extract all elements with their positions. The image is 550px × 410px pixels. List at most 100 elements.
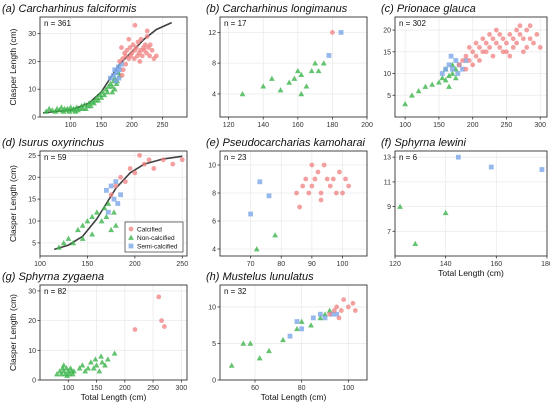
- data-point-non-calcified: [422, 83, 429, 89]
- data-point-calcified: [309, 162, 315, 168]
- data-point-calcified: [127, 166, 133, 171]
- x-tick-label: 100: [62, 385, 74, 392]
- x-tick-label: 250: [501, 122, 513, 129]
- data-point-non-calcified: [228, 362, 235, 368]
- data-point-non-calcified: [89, 231, 96, 237]
- data-point-non-calcified: [415, 88, 422, 94]
- y-tick-label: 0: [32, 115, 36, 122]
- x-tick-label: 300: [176, 385, 188, 392]
- data-point-non-calcified: [312, 60, 319, 66]
- data-point-calcified: [300, 183, 306, 189]
- data-point-calcified: [510, 36, 516, 42]
- data-point-calcified: [487, 45, 492, 50]
- data-point-semi-calcified: [448, 53, 454, 59]
- x-axis-label: Total Length (cm): [438, 268, 504, 278]
- legend-label: Calcified: [137, 226, 162, 233]
- data-point-calcified: [346, 183, 352, 189]
- data-point-calcified: [132, 170, 138, 176]
- data-point-semi-calcified: [266, 193, 272, 199]
- data-point-non-calcified: [111, 209, 117, 215]
- data-point-calcified: [456, 62, 462, 68]
- data-point-non-calcified: [397, 203, 403, 209]
- data-point-calcified: [131, 56, 137, 62]
- panel-frame: [39, 284, 188, 381]
- data-point-semi-calcified: [455, 154, 461, 160]
- data-point-non-calcified: [298, 71, 305, 78]
- panel-frame: [219, 284, 368, 381]
- sample-size-label: n = 82: [44, 287, 67, 296]
- data-point-non-calcified: [104, 89, 111, 95]
- data-point-calcified: [520, 49, 526, 55]
- panel: 100 150 200 250 300 0 10 20 30 (g) Sphyrna zygaen…: [2, 271, 188, 402]
- data-point-non-calcified: [85, 365, 91, 371]
- data-point-calcified: [500, 36, 506, 42]
- y-tick-label: 5: [32, 240, 36, 247]
- data-point-semi-calcified: [450, 66, 455, 72]
- legend-label: Semi-calcified: [137, 243, 178, 250]
- data-point-non-calcified: [66, 108, 73, 114]
- data-point-semi-calcified: [108, 75, 113, 81]
- data-point-non-calcified: [315, 67, 322, 74]
- data-point-non-calcified: [69, 371, 76, 377]
- data-point-non-calcified: [99, 359, 106, 365]
- data-point-calcified: [466, 58, 472, 63]
- y-tick-label: 8: [212, 61, 216, 68]
- data-point-non-calcified: [104, 356, 111, 362]
- data-point-calcified: [460, 58, 465, 63]
- data-point-non-calcified: [113, 80, 120, 86]
- data-point-semi-calcified: [108, 183, 114, 189]
- data-point-non-calcified: [291, 75, 298, 81]
- data-point-calcified: [141, 161, 147, 167]
- x-tick-label: 150: [433, 122, 445, 129]
- panel-frame: [394, 16, 548, 118]
- data-point-non-calcified: [112, 222, 119, 228]
- data-point-non-calcified: [294, 67, 301, 74]
- data-point-calcified: [119, 72, 125, 78]
- data-point-calcified: [147, 42, 153, 48]
- data-point-calcified: [137, 152, 142, 158]
- data-point-non-calcified: [98, 353, 104, 359]
- data-point-calcified: [144, 28, 150, 34]
- data-point-calcified: [504, 40, 509, 46]
- data-point-semi-calcified: [322, 315, 328, 321]
- y-tick-label: 10: [208, 163, 216, 170]
- x-tick-label: 250: [157, 122, 169, 129]
- x-tick-label: 120: [389, 261, 401, 268]
- panel-title: (f) Sphyrna lewini: [381, 137, 467, 149]
- data-point-semi-calcified: [488, 164, 494, 170]
- x-tick-label: 180: [541, 261, 550, 268]
- data-point-non-calcified: [65, 235, 72, 241]
- data-point-non-calcified: [76, 365, 83, 371]
- data-point-non-calcified: [412, 240, 419, 246]
- y-axis-label: Clasper Length (cm): [8, 165, 18, 242]
- data-point-non-calcified: [56, 244, 62, 250]
- data-point-calcified: [153, 53, 159, 59]
- x-tick-label: 140: [440, 261, 452, 268]
- data-point-non-calcified: [87, 102, 94, 109]
- data-point-calcified: [338, 308, 344, 313]
- data-point-calcified: [119, 45, 124, 50]
- data-point-non-calcified: [101, 204, 108, 211]
- panel: 100 150 200 250 300 5 10 15 20 (c) Prionace glauc…: [381, 3, 548, 129]
- sample-size-label: n = 59: [44, 153, 67, 162]
- data-point-calcified: [470, 49, 476, 55]
- data-point-calcified: [318, 190, 324, 196]
- panel: 100 150 200 250 5 10 15 20 25 (d) Isurus oxyrinch…: [2, 137, 188, 268]
- data-point-non-calcified: [294, 325, 300, 332]
- data-point-calcified: [527, 36, 533, 42]
- data-point-calcified: [477, 45, 482, 50]
- data-point-semi-calcified: [294, 319, 300, 324]
- data-point-calcified: [537, 45, 543, 50]
- data-point-non-calcified: [402, 101, 409, 107]
- panel-title: (h) Mustelus lunulatus: [206, 271, 314, 283]
- data-point-non-calcified: [108, 226, 115, 233]
- y-tick-label: 30: [28, 288, 36, 295]
- data-point-non-calcified: [109, 83, 116, 89]
- data-point-calcified: [514, 27, 519, 33]
- data-point-non-calcified: [60, 239, 67, 246]
- data-point-calcified: [318, 197, 324, 203]
- y-tick-label: 8: [212, 191, 216, 198]
- data-point-non-calcified: [408, 92, 415, 98]
- data-point-semi-calcified: [115, 201, 121, 206]
- y-tick-label: 0: [32, 378, 36, 385]
